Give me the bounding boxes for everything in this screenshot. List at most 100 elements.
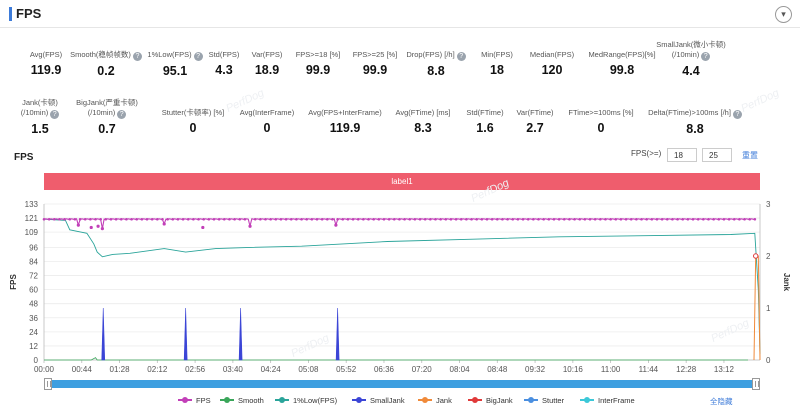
section-header: FPS ▾ [0, 0, 800, 28]
legend-item-smooth[interactable]: Smooth [220, 396, 264, 405]
legend-label: InterFrame [598, 396, 635, 405]
fps-point [712, 217, 715, 221]
fps-dip-point [201, 225, 205, 230]
legend-item-smalljank[interactable]: SmallJank [352, 396, 405, 405]
small-jank-spike [238, 307, 243, 361]
fps-point [408, 217, 412, 221]
legend-item-fps[interactable]: FPS [178, 396, 211, 405]
fps-point [526, 217, 530, 221]
metric-metrics_row1-7: Drop(FPS) [/h]? 8.8 [376, 50, 496, 79]
fps-threshold-2-input[interactable] [702, 148, 732, 162]
legend-item-bigjank[interactable]: BigJank [468, 396, 513, 405]
fps-point [68, 217, 72, 221]
fps-point [619, 217, 623, 221]
fps-dip-point [334, 223, 338, 227]
fps-point [722, 217, 726, 221]
legend-item-stutter[interactable]: Stutter [524, 396, 564, 405]
fps-point [264, 217, 267, 221]
fps-point [501, 217, 504, 221]
fps-point [696, 217, 700, 221]
help-icon[interactable]: ? [117, 110, 127, 119]
fps-point [413, 217, 417, 221]
metric-label: Var(FPS) [251, 50, 283, 59]
y-tick-label: 72 [29, 272, 38, 281]
fps-point [47, 217, 51, 221]
fps-point [341, 217, 345, 221]
y2-tick-label: 1 [766, 304, 771, 313]
hide-all-button[interactable]: 全隐藏 [710, 397, 733, 406]
fps-point [583, 217, 587, 221]
fps-point [310, 217, 314, 221]
metric-label: FTime>=100ms [%] [568, 108, 634, 117]
y-tick-label: 0 [34, 356, 39, 365]
y2-tick-label: 2 [766, 252, 771, 261]
slider-handle-right[interactable] [752, 378, 760, 390]
chevron-down-icon[interactable]: ▾ [775, 6, 792, 23]
metric-value: 8.8 [686, 122, 704, 136]
metric-value: 0 [597, 121, 605, 135]
legend-swatch [352, 397, 366, 403]
fps-point [418, 217, 422, 221]
x-tick-label: 09:32 [525, 365, 546, 374]
x-tick-label: 11:00 [601, 365, 621, 374]
x-tick-label: 12:28 [676, 365, 697, 374]
legend-item-interframe[interactable]: InterFrame [580, 396, 635, 405]
fps-point [707, 217, 710, 221]
x-tick-label: 00:44 [72, 365, 93, 374]
fps-point [253, 217, 257, 221]
fps-point [624, 217, 628, 221]
fps-point [753, 217, 757, 221]
x-tick-label: 05:52 [336, 365, 357, 374]
fps-point [398, 217, 401, 221]
fps-point [459, 217, 463, 221]
metric-label: Avg(InterFrame) [239, 108, 295, 117]
time-range-slider[interactable] [44, 378, 760, 390]
fps-point [166, 217, 169, 221]
fps-point [681, 217, 685, 221]
fps-point [609, 217, 612, 221]
fps-point [382, 217, 386, 221]
help-icon[interactable]: ? [732, 110, 742, 119]
fps-point [274, 217, 278, 221]
metric-label: 1%Low(FPS)? [115, 50, 235, 61]
y2-tick-label: 0 [766, 356, 771, 365]
slider-track[interactable] [48, 380, 756, 388]
x-tick-label: 08:04 [450, 365, 471, 374]
metric-metrics_row1-2: 1%Low(FPS)? 95.1 [115, 50, 235, 79]
metric-value: 8.8 [427, 64, 445, 78]
help-icon[interactable]: ? [701, 52, 711, 61]
fps-point [315, 217, 319, 221]
help-icon[interactable]: ? [456, 52, 466, 61]
reset-button[interactable]: 重置 [742, 151, 758, 160]
metric-label: Avg(FTime) [ms] [395, 108, 451, 117]
fps-point [53, 217, 56, 221]
fps-threshold-1-input[interactable] [667, 148, 697, 162]
legend-item-1-low-fps-[interactable]: 1%Low(FPS) [275, 396, 337, 405]
fps-point [78, 217, 82, 221]
fps-point [104, 217, 108, 221]
metric-value: 4.4 [682, 64, 700, 78]
fps-point [63, 217, 66, 221]
fps-point [140, 217, 144, 221]
chart-legend: FPS Smooth 1%Low(FPS) SmallJank Jank BigJank S… [0, 396, 800, 406]
slider-handle-left[interactable] [44, 378, 52, 390]
y-axis-title: FPS [9, 274, 18, 290]
metric-value: 0.7 [98, 122, 116, 136]
fps-point [506, 217, 509, 221]
small-jank-spike [183, 307, 188, 361]
series-smooth-line [44, 357, 748, 361]
help-icon[interactable]: ? [50, 110, 60, 119]
help-icon[interactable]: ? [132, 52, 142, 61]
label-bar[interactable]: label1 [44, 173, 760, 190]
threshold-label: FPS(>=) [631, 149, 662, 158]
fps-point [295, 217, 298, 221]
fps-point [490, 217, 494, 221]
metric-value: 0 [189, 121, 197, 135]
x-tick-label: 10:16 [563, 365, 584, 374]
legend-item-jank[interactable]: Jank [418, 396, 452, 405]
y-tick-label: 24 [29, 328, 38, 337]
fps-point [150, 217, 154, 221]
legend-label: Stutter [542, 396, 565, 405]
legend-label: Smooth [238, 396, 264, 405]
help-icon[interactable]: ? [193, 52, 203, 61]
